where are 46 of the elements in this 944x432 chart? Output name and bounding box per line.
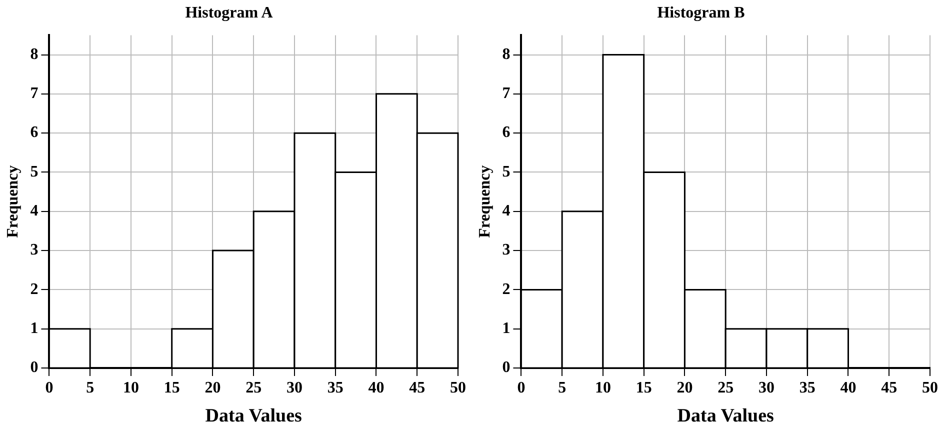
x-axis-title: Data Values <box>677 406 774 427</box>
y-tick-label: 1 <box>502 320 510 337</box>
y-tick-label: 6 <box>502 124 510 142</box>
x-tick-label: 35 <box>327 380 344 397</box>
y-tick-label: 7 <box>502 85 510 102</box>
x-tick-label: 50 <box>922 380 938 397</box>
y-tick-label: 3 <box>30 242 38 259</box>
x-tick-label: 0 <box>45 380 54 397</box>
x-tick-label: 20 <box>676 380 693 397</box>
x-tick-label: 15 <box>636 380 652 397</box>
y-tick-label: 0 <box>502 359 510 376</box>
x-tick-label: 45 <box>409 380 426 397</box>
x-tick-label: 15 <box>164 380 180 397</box>
x-tick-label: 45 <box>881 380 898 397</box>
y-tick-label: 0 <box>30 359 38 376</box>
x-tick-label: 50 <box>450 380 466 397</box>
y-tick-label: 5 <box>30 163 38 180</box>
x-tick-label: 5 <box>86 380 94 397</box>
x-tick-label: 10 <box>594 380 611 397</box>
x-tick-label: 20 <box>204 380 221 397</box>
x-tick-label: 40 <box>840 380 856 397</box>
x-tick-label: 10 <box>122 380 139 397</box>
x-tick-label: 5 <box>558 380 566 397</box>
x-axis-title: Data Values <box>205 406 302 427</box>
y-axis-title: Frequency <box>476 165 494 238</box>
x-tick-label: 30 <box>286 380 302 397</box>
y-tick-label: 2 <box>502 280 510 298</box>
x-tick-label: 30 <box>758 380 774 397</box>
x-tick-label: 35 <box>799 380 816 397</box>
x-tick-label: 40 <box>368 380 384 397</box>
y-tick-label: 1 <box>30 320 38 337</box>
chart-title: Histogram A <box>185 4 274 22</box>
y-tick-label: 6 <box>30 124 38 142</box>
x-tick-label: 25 <box>718 380 734 397</box>
y-tick-label: 5 <box>502 163 510 180</box>
y-tick-label: 8 <box>502 46 510 63</box>
y-tick-label: 8 <box>30 46 38 63</box>
x-tick-label: 25 <box>246 380 262 397</box>
y-tick-label: 4 <box>30 202 38 220</box>
y-tick-label: 4 <box>502 202 510 220</box>
y-tick-label: 2 <box>30 280 38 298</box>
x-tick-label: 0 <box>517 380 526 397</box>
y-axis-title: Frequency <box>4 165 22 238</box>
y-tick-label: 7 <box>30 85 38 102</box>
y-tick-label: 3 <box>502 242 510 259</box>
chart-title: Histogram B <box>657 4 746 22</box>
